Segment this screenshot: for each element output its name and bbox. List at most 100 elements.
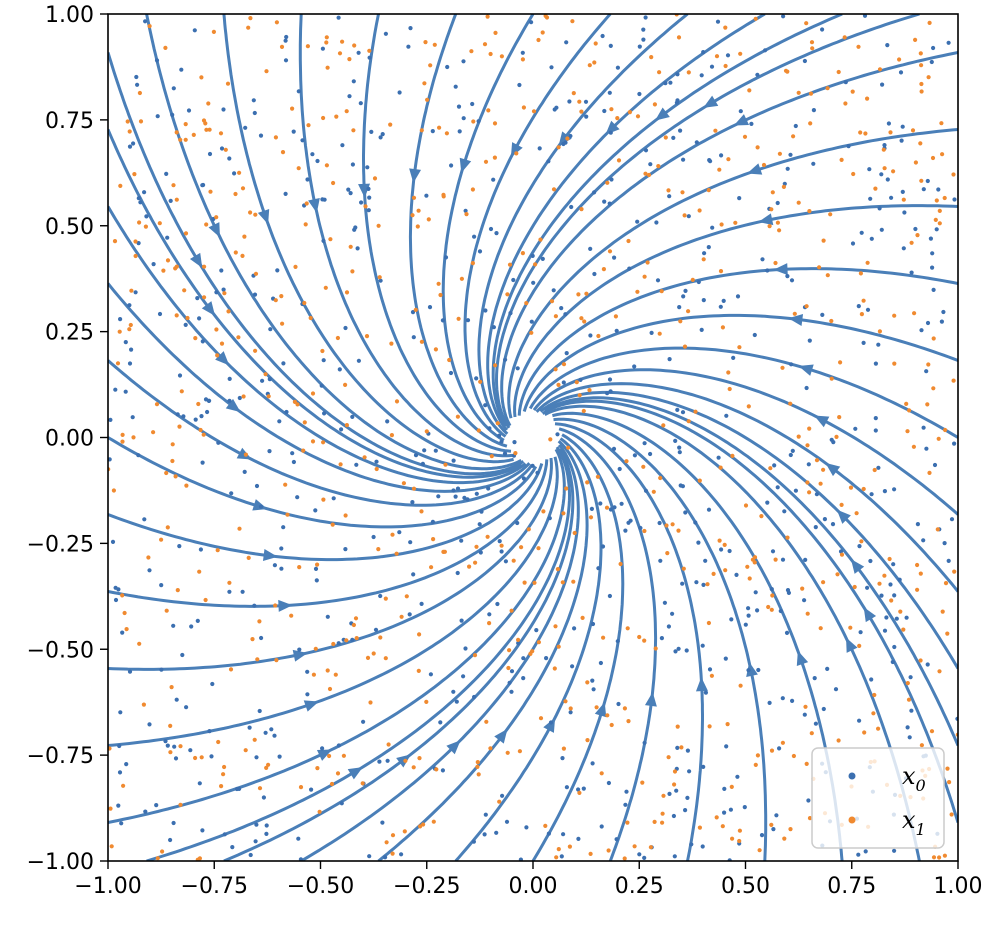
scatter-point-x0 [531,280,536,285]
scatter-point-x1 [825,86,830,91]
scatter-point-x1 [632,844,637,849]
scatter-point-x0 [356,50,361,55]
scatter-point-x0 [472,694,477,700]
scatter-point-x0 [252,603,257,608]
scatter-point-x0 [173,756,179,761]
scatter-point-x0 [497,433,502,438]
scatter-point-x1 [482,42,488,47]
scatter-point-x0 [410,500,415,505]
scatter-point-x0 [142,190,147,195]
scatter-point-x1 [809,40,815,45]
scatter-point-x0 [746,668,751,673]
scatter-point-x1 [473,560,478,565]
scatter-point-x0 [648,162,653,167]
scatter-point-x1 [817,265,822,270]
scatter-point-x0 [534,628,539,633]
scatter-point-x1 [761,162,767,168]
scatter-point-x0 [461,116,466,121]
scatter-point-x1 [540,30,545,35]
scatter-point-x1 [179,389,184,394]
scatter-point-x0 [671,813,677,819]
scatter-point-x1 [646,172,652,178]
scatter-point-x0 [116,587,121,592]
scatter-point-x0 [361,719,366,724]
scatter-point-x0 [411,335,416,340]
scatter-point-x1 [800,586,805,591]
scatter-point-x1 [577,790,582,796]
scatter-point-x0 [479,509,484,514]
scatter-point-x1 [121,783,126,788]
scatter-point-x0 [252,292,258,297]
scatter-point-x1 [215,353,220,358]
scatter-point-x1 [720,325,726,330]
scatter-point-x0 [591,687,596,692]
scatter-point-x0 [186,108,192,113]
scatter-point-x1 [529,330,534,335]
scatter-point-x0 [171,623,176,628]
scatter-point-x1 [519,545,524,550]
scatter-point-x1 [713,128,718,133]
streamline-arrowhead [252,499,268,511]
scatter-point-x1 [434,767,439,772]
scatter-point-x1 [193,336,198,341]
scatter-point-x0 [374,459,379,464]
y-axis: 1.00 0.75 0.50 0.25 0.00 −0.25 −0.50 −0.75 −1.00 [27,3,108,875]
scatter-point-x0 [616,701,621,707]
scatter-point-x1 [341,753,346,758]
scatter-point-x0 [454,699,459,704]
scatter-point-x1 [681,566,686,571]
scatter-point-x1 [918,141,923,146]
scatter-point-x1 [351,622,356,628]
scatter-point-x0 [207,151,213,157]
scatter-point-x1 [571,579,576,584]
scatter-point-x0 [863,849,868,854]
scatter-point-x1 [727,386,732,392]
scatter-point-x0 [436,494,441,499]
scatter-point-x1 [417,756,422,761]
scatter-point-x0 [899,138,904,143]
scatter-point-x1 [675,724,680,729]
scatter-point-x1 [444,131,449,136]
scatter-point-x1 [705,582,710,587]
streamline [491,14,843,427]
scatter-point-x0 [868,558,873,564]
scatter-point-x1 [782,836,787,841]
scatter-point-x1 [313,646,318,651]
scatter-point-x0 [497,539,502,544]
scatter-point-x0 [537,146,542,151]
scatter-point-x1 [533,262,538,267]
scatter-point-x0 [942,541,947,546]
scatter-point-x0 [742,805,747,810]
scatter-point-x0 [440,318,445,323]
scatter-point-x0 [530,253,535,258]
scatter-point-x1 [509,608,514,613]
scatter-point-x1 [873,186,878,191]
scatter-point-x0 [168,837,173,843]
scatter-point-x1 [588,851,593,857]
scatter-point-x0 [607,201,612,206]
scatter-point-x0 [283,191,288,196]
scatter-point-x1 [580,615,585,621]
scatter-point-x0 [219,146,225,151]
scatter-point-x0 [724,413,729,418]
scatter-point-x1 [383,656,388,661]
scatter-point-x1 [587,388,592,393]
scatter-point-x0 [177,373,183,378]
streamline-arrowhead [208,222,220,238]
scatter-point-x1 [951,172,956,177]
scatter-point-x0 [337,367,342,372]
streamline-arrowhead [201,301,216,316]
scatter-point-x1 [561,511,566,516]
scatter-point-x1 [919,89,924,94]
scatter-point-x1 [115,361,121,366]
scatter-point-x1 [530,649,535,654]
x-tick-label: −0.25 [393,874,460,899]
scatter-point-x1 [807,816,813,821]
scatter-point-x0 [424,193,429,198]
scatter-point-x0 [778,608,783,614]
scatter-point-x0 [305,692,310,697]
scatter-point-x0 [494,830,499,835]
scatter-point-x0 [284,409,289,415]
scatter-point-x0 [725,53,731,58]
scatter-point-x1 [852,584,857,590]
